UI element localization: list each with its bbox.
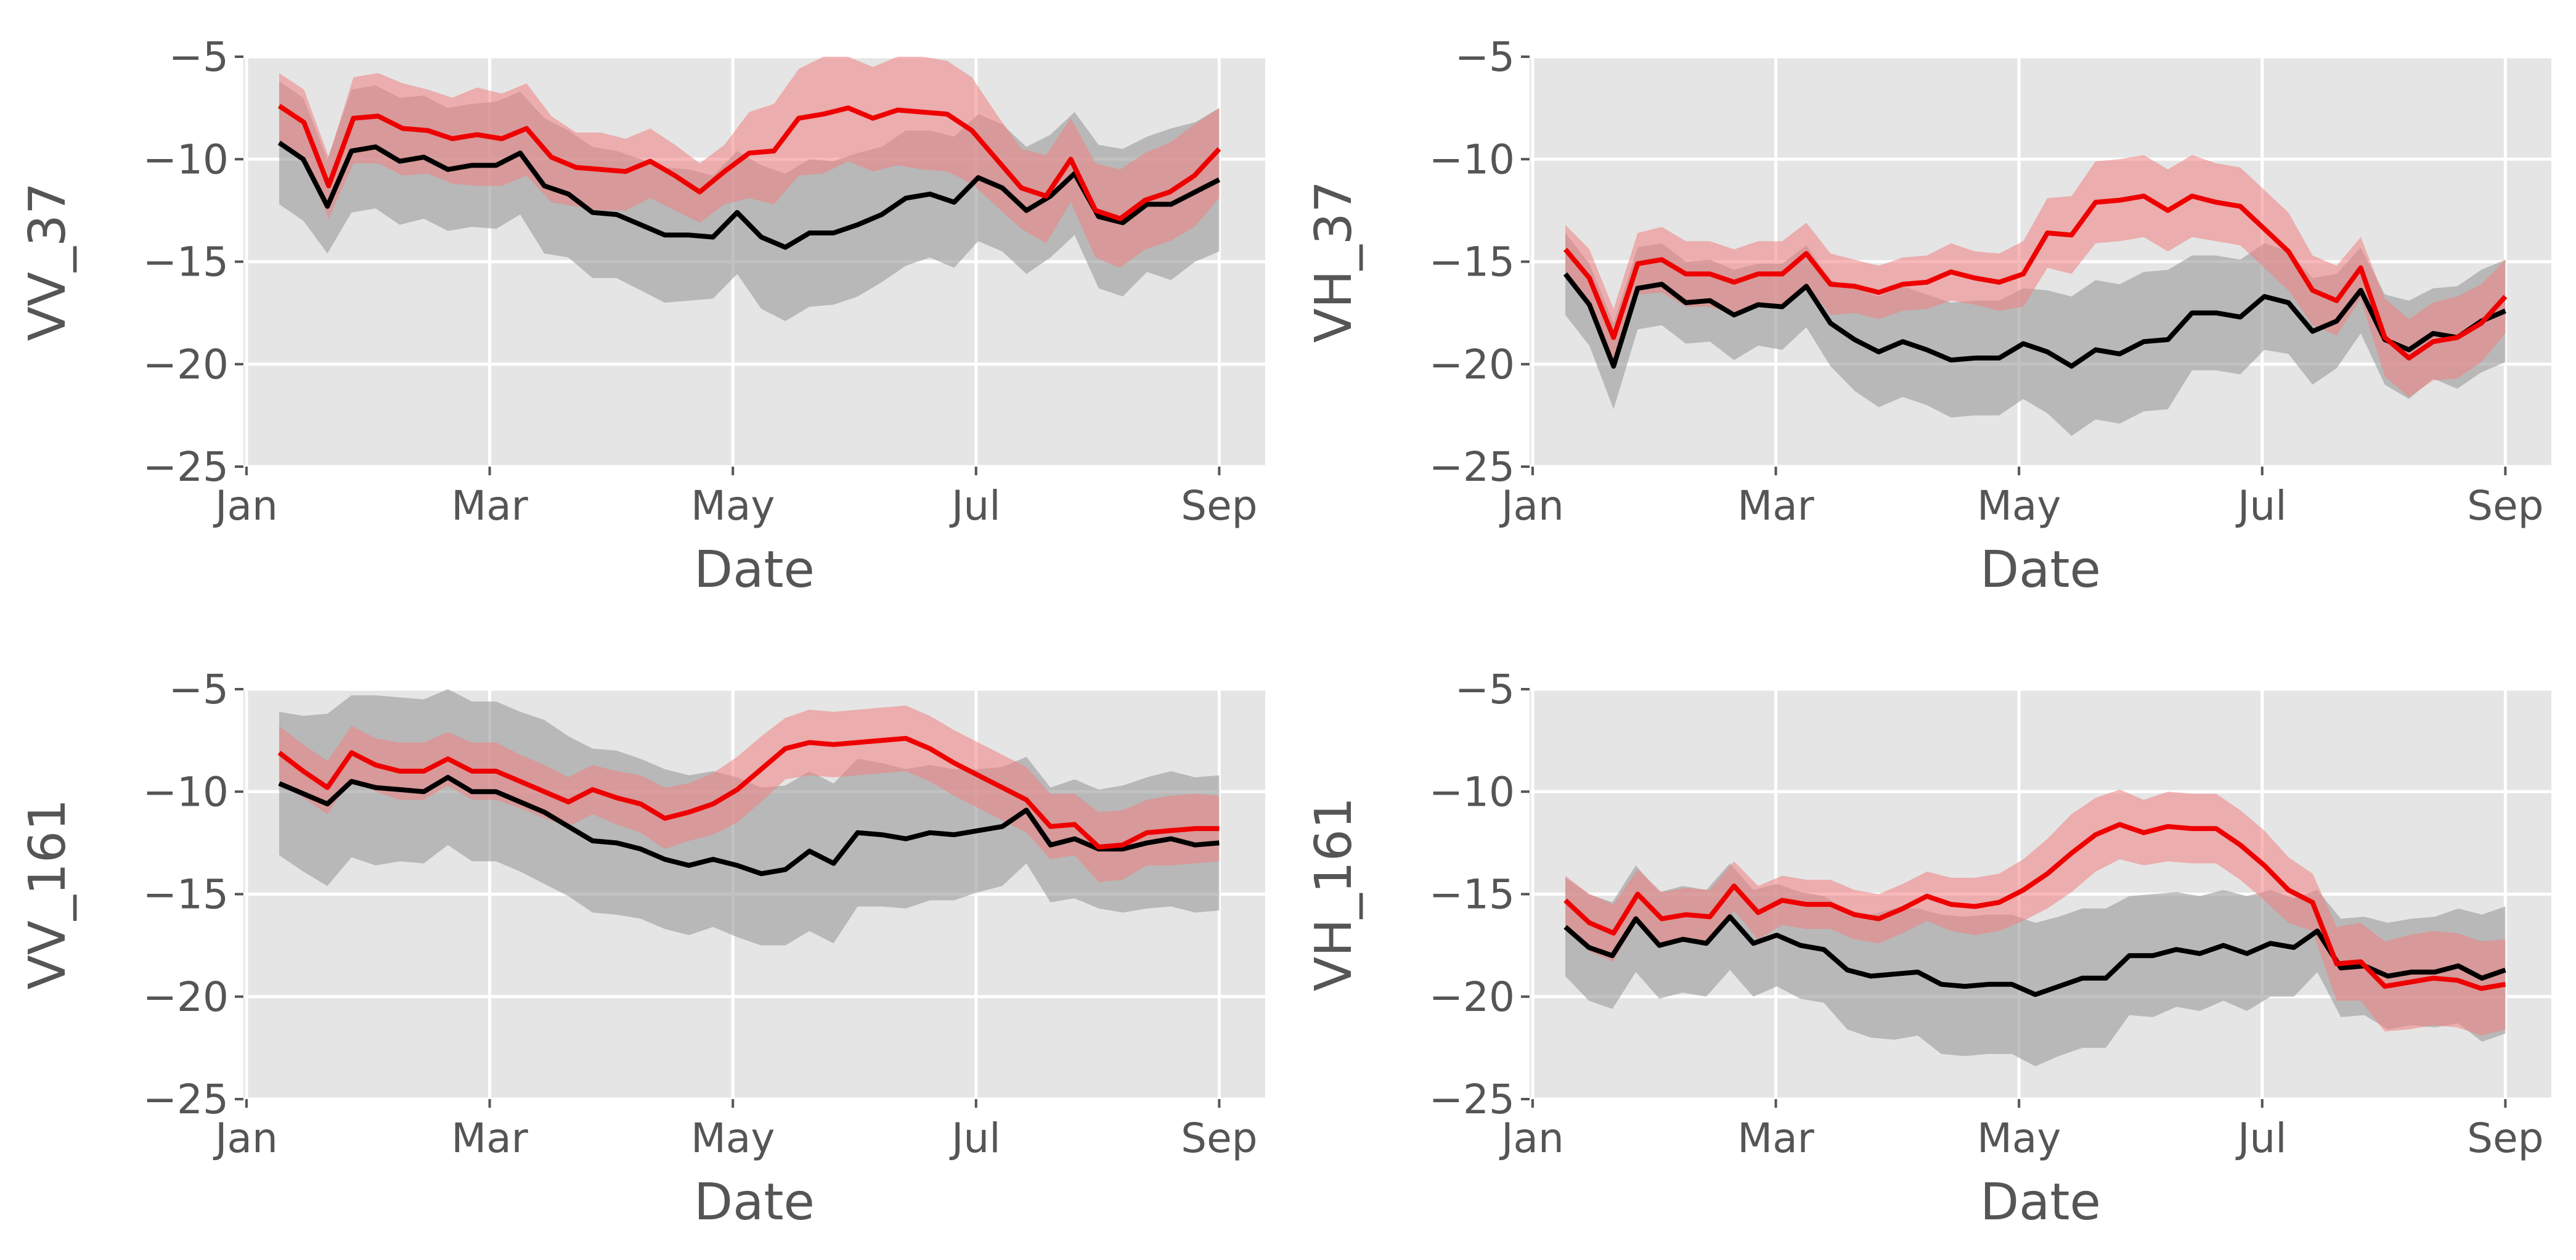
panel-1-xtick-label-2: May <box>691 482 775 530</box>
panel-1-xtick-label-3: Jul <box>949 482 1001 530</box>
panel-2-ytick-label-2: −15 <box>1429 239 1515 286</box>
panel-4-xtick-label-3: Jul <box>2235 1115 2287 1162</box>
panel-2-ytick-label-1: −20 <box>1429 341 1515 388</box>
panel-1-ytick-label-4: −5 <box>169 33 229 81</box>
panel-2-xtick-label-1: Mar <box>1737 482 1814 530</box>
panel-2-xlabel: Date <box>1980 541 2101 599</box>
panel-3-xtick-label-3: Jul <box>949 1115 1001 1162</box>
panel-3-ytick-label-3: −10 <box>143 768 229 816</box>
panel-2-xtick-label-3: Jul <box>2235 482 2287 530</box>
panel-2-red-band <box>1565 155 2506 397</box>
panel-3-xtick-label-4: Sep <box>1181 1115 1257 1162</box>
panel-4-xtick-label-4: Sep <box>2467 1115 2543 1162</box>
panel-2-red-line <box>1563 194 2508 361</box>
panel-1-xtick-label-1: Mar <box>451 482 528 530</box>
panel-4-ytick-label-1: −20 <box>1429 973 1515 1021</box>
panel-3-red-band <box>279 705 1220 882</box>
panel-3-xtick-label-2: May <box>691 1115 775 1162</box>
panel-2-ytick-label-4: −5 <box>1455 33 1515 81</box>
panel-4-ytick-label-0: −25 <box>1429 1076 1515 1123</box>
panel-1-ytick-label-1: −20 <box>143 341 229 388</box>
panel-3-xlabel: Date <box>694 1173 815 1232</box>
panel-1: −25 −20 −15 −10 −5 Jan Mar May Jul Sep Date VV_37 <box>18 33 1265 599</box>
panel-4-ytick-label-4: −5 <box>1455 666 1515 713</box>
panel-4-xtick-label-2: May <box>1977 1115 2061 1162</box>
panel-4-black-line <box>1563 914 2506 997</box>
panel-1-red-band <box>279 57 1220 268</box>
panel-4-red-band <box>1565 789 2506 1036</box>
panel-3-ytick-label-1: −20 <box>143 973 229 1021</box>
panel-3-ytick-label-2: −15 <box>143 871 229 918</box>
panel-4-red-line <box>1563 822 2506 991</box>
panel-4-ylabel: VH_161 <box>1305 797 1363 991</box>
panel-3: −25 −20 −15 −10 −5 Jan Mar May Jul Sep Date VV_161 <box>18 666 1265 1232</box>
panel-3-xtick-label-1: Mar <box>451 1115 528 1162</box>
panel-3-red-line <box>277 735 1220 849</box>
panel-3-xtick-label-0: Jan <box>213 1115 278 1162</box>
panel-1-xlabel: Date <box>694 541 815 599</box>
panel-2-ytick-label-0: −25 <box>1429 443 1515 491</box>
panel-2: −25 −20 −15 −10 −5 Jan Mar May Jul Sep Date VH_37 <box>1305 33 2551 599</box>
panel-2-xtick-label-0: Jan <box>1499 482 1564 530</box>
panel-4-xtick-label-0: Jan <box>1499 1115 1564 1162</box>
panel-4-ytick-label-3: −10 <box>1429 768 1515 816</box>
panel-1-xtick-label-0: Jan <box>213 482 278 530</box>
panel-2-ylabel: VH_37 <box>1305 181 1363 343</box>
panel-3-ylabel: VV_161 <box>18 799 77 990</box>
panel-4: −25 −20 −15 −10 −5 Jan Mar May Jul Sep Date VH_161 <box>1305 666 2551 1232</box>
panel-1-ytick-label-0: −25 <box>143 443 229 491</box>
panel-2-black-line <box>1563 272 2506 369</box>
panel-2-ytick-label-3: −10 <box>1429 136 1515 183</box>
panel-1-ytick-label-2: −15 <box>143 239 229 286</box>
panel-1-black-line <box>277 141 1221 250</box>
panel-1-xtick-label-4: Sep <box>1181 482 1257 530</box>
panel-2-xtick-label-2: May <box>1977 482 2061 530</box>
panel-4-xlabel: Date <box>1980 1173 2101 1232</box>
panel-1-ylabel: VV_37 <box>18 182 77 342</box>
panel-4-ytick-label-2: −15 <box>1429 871 1515 918</box>
panel-3-black-line <box>278 775 1220 877</box>
panel-4-xtick-label-1: Mar <box>1737 1115 1814 1162</box>
panel-2-xtick-label-4: Sep <box>2467 482 2543 530</box>
panel-3-ytick-label-4: −5 <box>169 666 229 713</box>
panel-3-ytick-label-0: −25 <box>143 1076 229 1123</box>
panel-1-ytick-label-3: −10 <box>143 136 229 183</box>
panel-1-red-line <box>277 104 1221 221</box>
